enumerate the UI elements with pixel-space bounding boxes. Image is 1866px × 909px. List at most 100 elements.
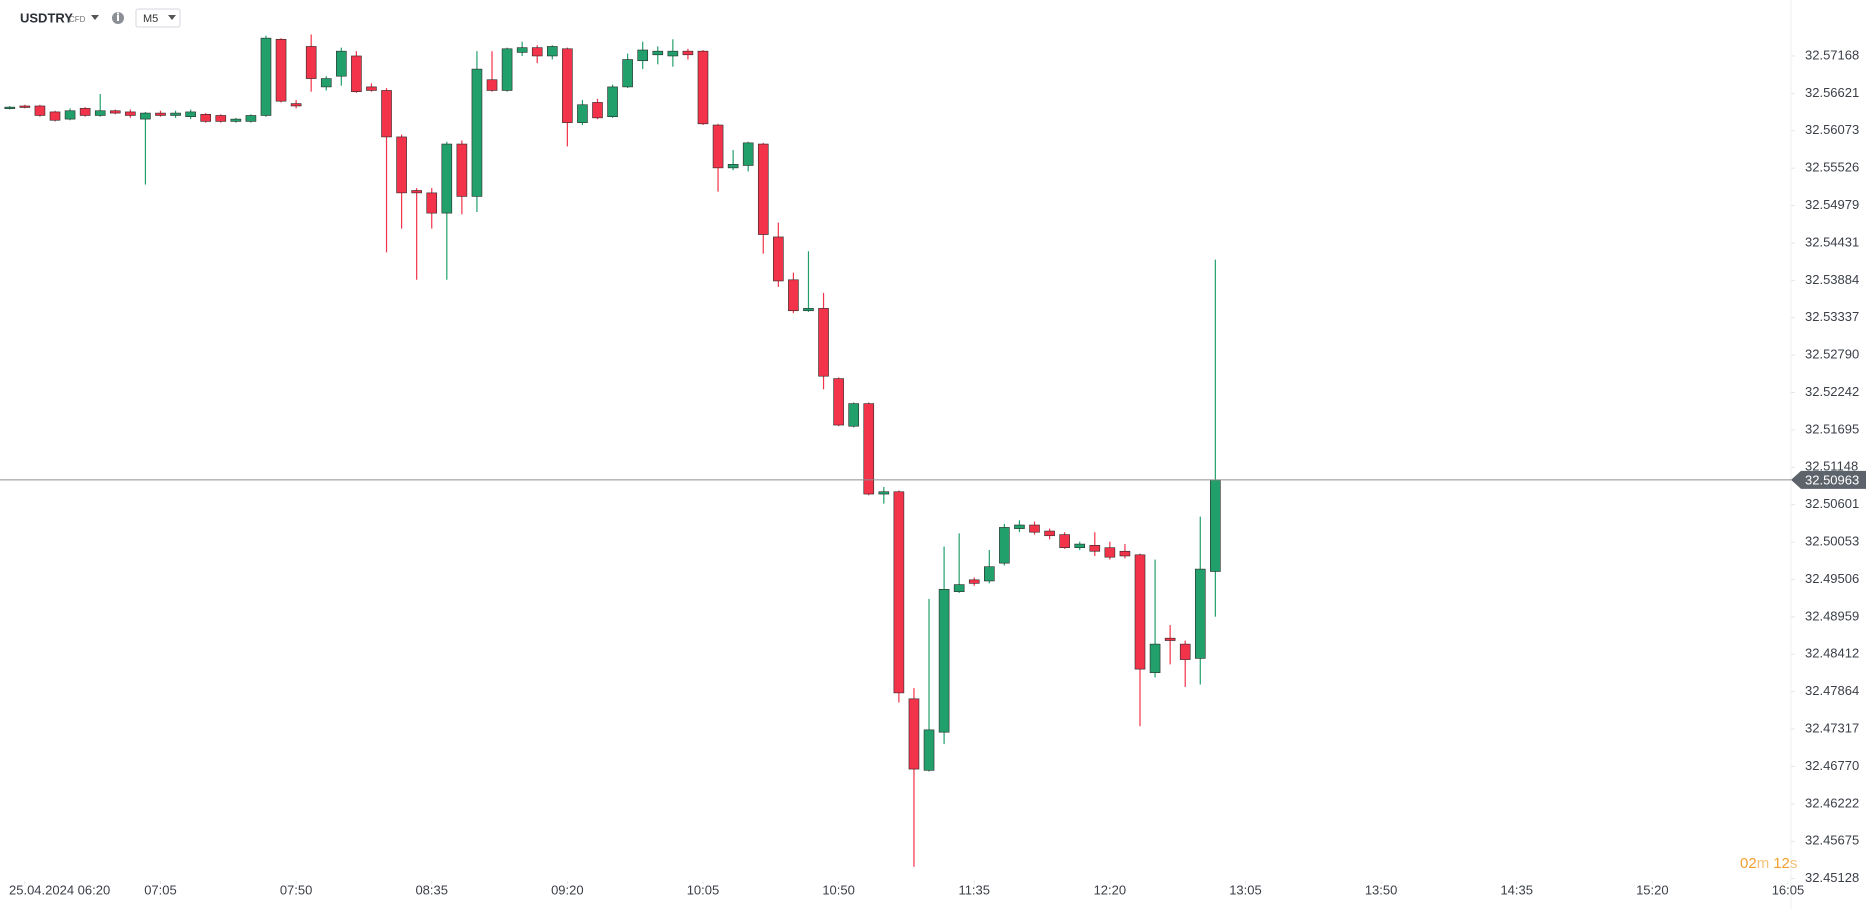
- candle: [426, 188, 438, 229]
- candle-body: [1164, 637, 1176, 641]
- candle-body: [742, 142, 754, 166]
- candle-body: [426, 192, 438, 214]
- candle-body: [125, 111, 136, 116]
- toolbar: USDTRY CFD M5: [20, 8, 181, 28]
- candle-body: [1194, 568, 1206, 659]
- x-tick-label: 09:20: [551, 882, 584, 897]
- candle: [155, 110, 166, 117]
- candle-body: [999, 527, 1010, 564]
- candle: [803, 251, 814, 312]
- candle: [185, 109, 196, 120]
- candle: [1089, 532, 1101, 556]
- timeframe-selector[interactable]: [135, 8, 181, 28]
- candle: [140, 111, 151, 185]
- x-tick-label: 15:20: [1636, 882, 1669, 897]
- candle-body: [546, 46, 558, 57]
- candle: [1194, 516, 1206, 685]
- candle: [1179, 640, 1191, 687]
- candle: [818, 292, 829, 390]
- candle-body: [607, 86, 618, 118]
- candle-body: [727, 164, 739, 169]
- candle: [516, 41, 528, 56]
- candle-body: [1210, 479, 1221, 572]
- candle: [682, 48, 694, 60]
- candle: [486, 51, 498, 92]
- x-tick-label: 13:05: [1229, 882, 1262, 897]
- info-icon-glyph: [117, 15, 119, 21]
- symbol-dropdown[interactable]: [91, 15, 99, 20]
- candle-body: [863, 403, 875, 495]
- candle: [833, 377, 844, 427]
- y-tick-label: 32.47864: [1805, 683, 1859, 698]
- candle: [757, 142, 769, 254]
- x-tick-label: 08:35: [415, 882, 448, 897]
- symbol[interactable]: USDTRY: [20, 10, 73, 25]
- candle: [19, 104, 31, 109]
- candle: [1029, 521, 1040, 535]
- candle: [938, 546, 950, 745]
- candle-body: [878, 491, 890, 495]
- candle-body: [320, 78, 332, 88]
- y-tick-label: 32.46770: [1805, 758, 1859, 773]
- candle-body: [305, 46, 317, 79]
- candle: [637, 41, 649, 70]
- candle: [1074, 541, 1086, 551]
- candle: [622, 53, 633, 89]
- candle-body: [968, 579, 980, 584]
- candle-body: [577, 104, 588, 123]
- candle: [1210, 259, 1221, 617]
- x-tick-label: 16:05: [1772, 882, 1805, 897]
- candle: [109, 109, 121, 115]
- candle: [34, 104, 46, 117]
- candle-body: [200, 114, 211, 122]
- x-tick-label: 10:05: [687, 882, 720, 897]
- candle-body: [908, 698, 920, 770]
- candle: [1119, 544, 1131, 559]
- candle-body: [1059, 534, 1070, 549]
- y-tick-label: 32.52242: [1805, 384, 1859, 399]
- candle: [125, 109, 136, 118]
- candle-body: [652, 50, 664, 56]
- candle-body: [155, 112, 166, 116]
- candle-body: [773, 236, 784, 282]
- candle-body: [245, 115, 257, 122]
- x-tick-label: 13:50: [1365, 882, 1398, 897]
- candle: [1149, 559, 1161, 678]
- candle-body: [79, 108, 91, 116]
- candle-body: [64, 110, 76, 120]
- candle-body: [4, 106, 16, 109]
- y-tick-label: 32.48412: [1805, 646, 1859, 661]
- candle-body: [411, 190, 422, 194]
- candle: [667, 39, 679, 67]
- candle-body: [94, 110, 106, 116]
- candle-body: [1089, 545, 1101, 552]
- candle: [4, 105, 16, 110]
- candle: [396, 134, 407, 229]
- candle-body: [1104, 547, 1116, 558]
- y-tick-label: 32.53337: [1805, 309, 1859, 324]
- x-tick-label: 07:05: [144, 882, 177, 897]
- candle: [260, 35, 272, 117]
- candle-body: [788, 279, 799, 312]
- candle-body: [622, 59, 633, 88]
- candle: [727, 150, 739, 171]
- candle: [441, 141, 453, 280]
- candle-body: [803, 308, 814, 312]
- candle: [893, 490, 905, 703]
- candle: [501, 47, 513, 92]
- candle: [200, 113, 211, 123]
- candle: [742, 141, 754, 172]
- candle-body: [351, 55, 362, 92]
- timeframe: M5: [143, 13, 158, 25]
- countdown-minutes: 02: [1740, 855, 1757, 872]
- y-tick-label: 32.48959: [1805, 608, 1859, 623]
- candle: [456, 140, 468, 215]
- candle-body: [984, 566, 995, 582]
- candle-body: [34, 105, 46, 116]
- candle: [170, 110, 181, 118]
- timeframe-dropdown[interactable]: [168, 15, 176, 20]
- y-tick-label: 32.50053: [1805, 534, 1859, 549]
- candle-body: [1119, 550, 1131, 557]
